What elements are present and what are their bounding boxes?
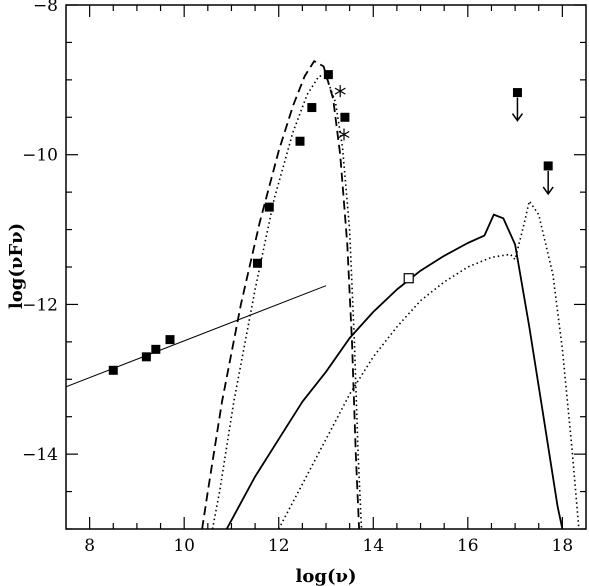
data-point bbox=[295, 136, 305, 146]
y-tick-label: −8 bbox=[33, 0, 58, 16]
x-tick-label: 14 bbox=[362, 536, 384, 556]
upper-limit-arrow-head bbox=[511, 113, 524, 122]
data-point bbox=[323, 70, 333, 80]
model-curve-thin-solid-line bbox=[66, 285, 327, 388]
model-curve-solid-line bbox=[225, 213, 564, 529]
data-point bbox=[340, 112, 350, 122]
data-point bbox=[141, 352, 151, 362]
x-tick-label: 8 bbox=[84, 536, 95, 556]
x-tick-label: 18 bbox=[552, 536, 574, 556]
star-point bbox=[334, 85, 346, 98]
model-curve-dashed-line bbox=[201, 60, 360, 529]
star-point bbox=[338, 128, 350, 141]
x-tick-label: 10 bbox=[173, 536, 195, 556]
data-point bbox=[307, 103, 317, 113]
y-tick-label: −10 bbox=[22, 146, 58, 166]
y-tick-label: −12 bbox=[22, 295, 58, 315]
x-tick-label: 12 bbox=[268, 536, 290, 556]
y-tick-label: −14 bbox=[22, 445, 58, 465]
data-point bbox=[264, 202, 274, 212]
data-point bbox=[108, 365, 118, 375]
x-tick-label: 16 bbox=[457, 536, 479, 556]
model-curve-dotted-line bbox=[211, 75, 363, 529]
upper-limit-point bbox=[543, 161, 553, 171]
data-point bbox=[252, 258, 262, 268]
x-axis-title: log(ν) bbox=[296, 566, 357, 586]
y-axis-title: log(νFν) bbox=[6, 223, 27, 309]
data-point bbox=[165, 335, 175, 345]
plot-frame bbox=[65, 4, 587, 530]
model-curve-dotted-line bbox=[277, 200, 580, 529]
data-point bbox=[151, 344, 161, 354]
upper-limit-arrow-head bbox=[542, 186, 554, 196]
data-point-open bbox=[403, 273, 414, 284]
upper-limit-point bbox=[512, 88, 522, 98]
